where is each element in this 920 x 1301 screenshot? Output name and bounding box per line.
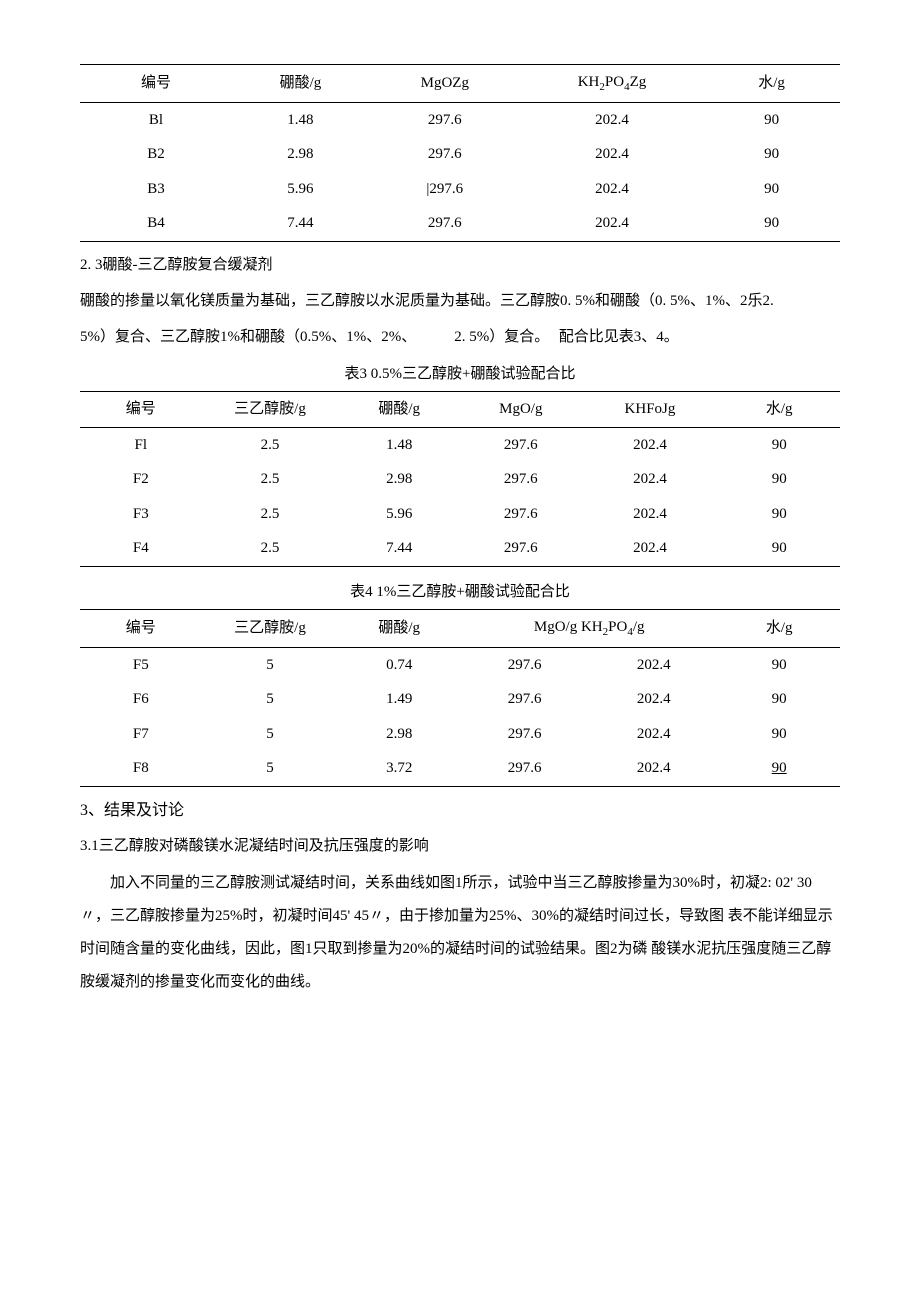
t2-h1: 编号 bbox=[141, 75, 171, 91]
t2-h5: 水/g bbox=[758, 75, 785, 91]
table4-caption: 表4 1%三乙醇胺+硼酸试验配合比 bbox=[80, 581, 840, 604]
section-2-3-p2: 5%）复合、三乙醇胺1%和硼酸（0.5%、1%、2%、 2. 5%）复合。 配合… bbox=[80, 326, 840, 349]
table-row: F651.49297.6202.490 bbox=[80, 682, 840, 717]
section-3-heading: 3、结果及讨论 bbox=[80, 799, 840, 823]
table-row: F22.52.98297.6202.490 bbox=[80, 462, 840, 497]
table-row: B35.96|297.6202.490 bbox=[80, 172, 840, 207]
table-row: F752.98297.6202.490 bbox=[80, 717, 840, 752]
table-row: F550.74297.6202.490 bbox=[80, 647, 840, 682]
table-row: F42.57.44297.6202.490 bbox=[80, 531, 840, 566]
table-row: B22.98297.6202.490 bbox=[80, 137, 840, 172]
table-row: Fl2.51.48297.6202.490 bbox=[80, 427, 840, 462]
t2-h3: MgOZg bbox=[421, 75, 469, 91]
table-row: B47.44297.6202.490 bbox=[80, 206, 840, 241]
section-3-1-p: 加入不同量的三乙醇胺测试凝结时间，关系曲线如图1所示，试验中当三乙醇胺掺量为30… bbox=[80, 867, 840, 999]
section-3-1-heading: 3.1三乙醇胺对磷酸镁水泥凝结时间及抗压强度的影响 bbox=[80, 835, 840, 858]
table-row: F32.55.96297.6202.490 bbox=[80, 497, 840, 532]
t2-h2: 硼酸/g bbox=[280, 75, 322, 91]
table-4: 编号 三乙醇胺/g 硼酸/g MgO/g KH2PO4/g 水/g F550.7… bbox=[80, 609, 840, 787]
section-2-3-title: 2. 3硼酸-三乙醇胺复合缓凝剂 bbox=[80, 254, 840, 277]
table-row: F853.72297.6202.490 bbox=[80, 751, 840, 786]
section-2-3-p1: 硼酸的掺量以氧化镁质量为基础，三乙醇胺以水泥质量为基础。三乙醇胺0. 5%和硼酸… bbox=[80, 286, 840, 316]
table3-caption: 表3 0.5%三乙醇胺+硼酸试验配合比 bbox=[80, 363, 840, 386]
table-row: Bl1.48297.6202.490 bbox=[80, 102, 840, 137]
table-3: 编号 三乙醇胺/g 硼酸/g MgO/g KHFoJg 水/g Fl2.51.4… bbox=[80, 391, 840, 567]
table-b-series: 编号 硼酸/g MgOZg KH2PO4Zg 水/g Bl1.48297.620… bbox=[80, 64, 840, 242]
